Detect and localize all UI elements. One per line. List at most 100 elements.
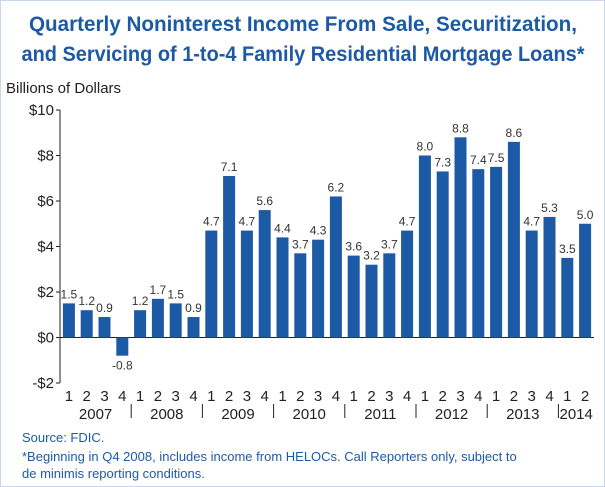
value-label: 7.4 xyxy=(470,153,487,167)
bar xyxy=(205,230,218,338)
bar xyxy=(169,303,182,338)
bar xyxy=(294,253,307,338)
value-label: 5.6 xyxy=(256,194,273,208)
footnote: *Beginning in Q4 2008, includes income f… xyxy=(22,449,517,464)
value-label: 4.7 xyxy=(203,215,220,229)
x-tick-label: 1 xyxy=(65,388,73,405)
value-label: 3.2 xyxy=(363,249,380,263)
y-tick-label: $10 xyxy=(29,102,54,119)
bar xyxy=(276,237,289,338)
value-label: 3.7 xyxy=(381,237,398,251)
x-tick-label: 2 xyxy=(154,388,162,405)
x-tick-label: 3 xyxy=(314,388,322,405)
bar xyxy=(507,141,520,338)
bar xyxy=(116,337,129,356)
bar xyxy=(383,253,396,338)
x-tick-label: 3 xyxy=(243,388,251,405)
value-label: 8.6 xyxy=(506,126,523,140)
bar xyxy=(258,210,271,338)
x-group-label: 2007 xyxy=(79,406,112,423)
value-label: -0.8 xyxy=(112,359,133,373)
value-label: 7.5 xyxy=(488,151,505,165)
bar xyxy=(240,230,253,338)
x-tick-label: 2 xyxy=(581,388,589,405)
y-axis-title: Billions of Dollars xyxy=(6,80,121,97)
bar xyxy=(561,257,574,338)
x-tick-label: 1 xyxy=(207,388,215,405)
x-tick-label: 3 xyxy=(100,388,108,405)
x-group-label: 2010 xyxy=(293,406,326,423)
value-label: 7.3 xyxy=(434,155,451,169)
bar xyxy=(329,196,342,338)
bar xyxy=(436,171,449,338)
value-label: 4.4 xyxy=(274,221,291,235)
bar xyxy=(579,223,592,338)
value-label: 6.2 xyxy=(328,180,345,194)
x-tick-label: 1 xyxy=(492,388,500,405)
x-tick-label: 2 xyxy=(367,388,375,405)
bar xyxy=(490,166,503,338)
x-tick-label: 4 xyxy=(403,388,411,405)
value-label: 5.3 xyxy=(541,201,558,215)
x-tick-label: 3 xyxy=(385,388,393,405)
x-group-label: 2013 xyxy=(506,406,539,423)
value-label: 4.7 xyxy=(523,215,540,229)
bar xyxy=(223,175,236,338)
x-group-label: 2008 xyxy=(150,406,183,423)
value-label: 8.0 xyxy=(417,140,434,154)
y-tick-label: $8 xyxy=(37,148,54,165)
y-tick-label: $4 xyxy=(37,239,54,256)
x-tick-label: 1 xyxy=(350,388,358,405)
value-label: 5.0 xyxy=(577,208,594,222)
value-label: 4.7 xyxy=(239,215,256,229)
bar xyxy=(62,303,75,338)
bar xyxy=(418,155,431,338)
x-group-label: 2009 xyxy=(221,406,254,423)
y-tick-label: $2 xyxy=(37,284,54,301)
footnote: de minimis reporting conditions. xyxy=(22,466,205,481)
x-tick-label: 2 xyxy=(296,388,304,405)
y-tick-label: -$2 xyxy=(32,375,54,392)
bar xyxy=(187,317,200,338)
x-group-label: 2014 xyxy=(560,406,593,423)
value-label: 1.5 xyxy=(61,287,78,301)
bar xyxy=(151,298,164,338)
x-tick-label: 4 xyxy=(474,388,482,405)
value-label: 1.7 xyxy=(150,283,167,297)
bar xyxy=(312,239,325,338)
bar xyxy=(543,216,556,338)
x-tick-label: 2 xyxy=(439,388,447,405)
x-tick-label: 4 xyxy=(118,388,126,405)
x-tick-label: 2 xyxy=(83,388,91,405)
bar xyxy=(401,230,414,338)
x-tick-label: 4 xyxy=(189,388,197,405)
x-tick-label: 3 xyxy=(172,388,180,405)
x-tick-label: 1 xyxy=(278,388,286,405)
x-tick-label: 1 xyxy=(563,388,571,405)
bar xyxy=(454,137,467,338)
y-tick-label: $0 xyxy=(37,330,54,347)
x-tick-label: 3 xyxy=(528,388,536,405)
x-tick-label: 2 xyxy=(225,388,233,405)
chart-title: Quarterly Noninterest Income From Sale, … xyxy=(29,13,577,36)
x-tick-label: 1 xyxy=(421,388,429,405)
value-label: 4.3 xyxy=(310,224,327,238)
value-label: 4.7 xyxy=(399,215,416,229)
y-tick-label: $6 xyxy=(37,193,54,210)
x-tick-label: 2 xyxy=(510,388,518,405)
value-label: 3.5 xyxy=(559,242,576,256)
value-label: 3.6 xyxy=(345,240,362,254)
bar xyxy=(472,169,485,338)
source-note: Source: FDIC. xyxy=(22,430,104,445)
x-group-label: 2011 xyxy=(364,406,396,423)
value-label: 0.9 xyxy=(96,301,113,315)
bar xyxy=(365,264,378,338)
value-label: 3.7 xyxy=(292,237,309,251)
x-tick-label: 4 xyxy=(545,388,553,405)
bar xyxy=(98,317,111,338)
bar xyxy=(134,310,147,338)
bar xyxy=(80,310,93,338)
value-label: 1.2 xyxy=(78,294,95,308)
x-tick-label: 1 xyxy=(136,388,144,405)
